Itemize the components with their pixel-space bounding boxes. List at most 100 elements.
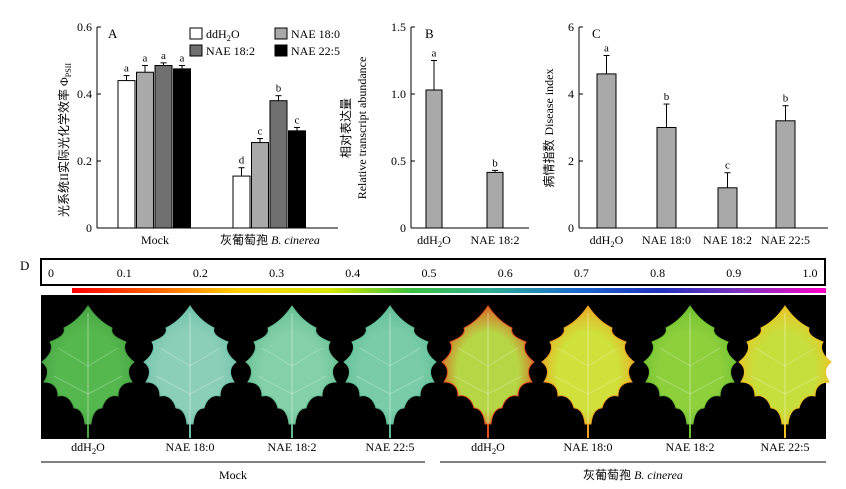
panel-c-x-label: NAE 18:2 <box>703 233 752 247</box>
leaf-vein <box>453 375 489 395</box>
panel-a: A 光系统II实际光化学效率ΦPSII 00.20.40.6 adacabac … <box>56 20 340 247</box>
panel-c-ytick-label: 4 <box>568 87 574 101</box>
leaf-vein <box>159 347 191 367</box>
panel-c-bar <box>656 127 677 229</box>
scale-tick-label: 0.9 <box>726 266 741 280</box>
panel-b-ytick-label: 1.0 <box>391 87 406 101</box>
scale-tick-label: 0.1 <box>117 266 132 280</box>
panel-b-x-label: ddH2O <box>417 233 451 249</box>
leaf-vein <box>389 375 425 395</box>
leaf-vein <box>689 375 725 395</box>
leaf-vein <box>784 347 816 367</box>
legend-label: NAE 18:0 <box>291 27 340 41</box>
leaf-vein <box>389 347 421 367</box>
leaf-image <box>143 305 237 438</box>
panel-a-significance-letter: b <box>276 83 282 95</box>
legend-swatch <box>189 27 203 40</box>
leaf-vein <box>487 347 519 367</box>
scale-tick-label: 0 <box>48 266 54 280</box>
panel-a-significance-letter: a <box>124 63 129 75</box>
panel-a-significance-letter: c <box>258 126 263 138</box>
panel-c-ytick-label: 6 <box>568 20 574 34</box>
panel-b-letter: B <box>425 26 434 41</box>
panel-a-significance-letter: a <box>161 50 166 62</box>
panel-a-ylabel-symbol: ΦPSII <box>57 63 73 86</box>
panel-d: D 0 0.1 0.2 0.3 0.4 0.5 0.6 0.7 0.8 0.9 1.0 <box>20 258 832 482</box>
legend-label: NAE 18:2 <box>206 44 255 58</box>
panel-b-ylabel-cn: 相对表达量 <box>339 98 353 158</box>
panel-b: B 相对表达量 Relative transcript abundance 0 0… <box>339 20 529 249</box>
color-scale-bar <box>72 288 826 293</box>
panel-c-significance-letter: b <box>783 93 789 105</box>
panel-c-x-label: NAE 18:0 <box>642 233 691 247</box>
leaf-image <box>41 305 135 438</box>
leaf-vein <box>87 347 119 367</box>
leaf-vein <box>487 375 523 395</box>
panel-c-significance-letter: b <box>664 91 670 103</box>
panel-c-bar <box>717 187 738 229</box>
leaf-vein <box>155 375 191 395</box>
scale-tick-label: 0.2 <box>193 266 208 280</box>
panel-a-bar <box>251 142 269 229</box>
panel-a-bar <box>288 130 306 229</box>
panel-c-significance-letter: c <box>725 160 730 172</box>
panel-c-letter: C <box>592 26 601 41</box>
panel-c-bar <box>596 73 617 229</box>
leaf-vein <box>659 347 691 367</box>
leaf-label: NAE 18:0 <box>564 440 613 454</box>
legend-label: NAE 22:5 <box>291 44 340 58</box>
leaf-vein <box>53 375 89 395</box>
leaf-image <box>738 305 832 438</box>
leaf-vein <box>457 347 489 367</box>
panel-a-bar <box>154 65 173 229</box>
panel-a-ytick-label: 0.4 <box>77 87 92 101</box>
panel-a-bar <box>136 71 154 229</box>
leaf-vein <box>587 375 623 395</box>
panel-a-ytick-label: 0.2 <box>77 154 92 168</box>
panel-c-x-label: NAE 22:5 <box>761 233 810 247</box>
leaf-image <box>245 305 339 438</box>
leaf-vein <box>189 347 221 367</box>
leaf-vein <box>87 375 123 395</box>
leaf-image <box>343 305 437 438</box>
leaf-vein <box>257 375 293 395</box>
scale-tick-label: 1.0 <box>803 266 818 280</box>
panel-a-legend: ddH2O NAE 18:0 NAE 18:2 NAE 22:5 <box>189 27 340 58</box>
panel-b-x-label: NAE 18:2 <box>471 233 520 247</box>
leaf-label: ddH2O <box>471 440 505 456</box>
panel-b-significance-letter: b <box>492 157 498 169</box>
panel-b-bar <box>486 171 504 229</box>
leaf-image <box>441 305 535 438</box>
leaf-vein <box>261 347 293 367</box>
panel-a-significance-letter: d <box>239 155 245 167</box>
panel-a-letter: A <box>108 26 118 41</box>
scale-frame <box>40 258 826 286</box>
leaf-vein <box>355 375 391 395</box>
panel-a-significance-letter: a <box>143 53 148 65</box>
panel-c-ylabel: 病情指数Disease index <box>541 69 556 188</box>
leaf-label: NAE 18:2 <box>666 440 715 454</box>
leaf-label: NAE 22:5 <box>366 440 415 454</box>
legend-swatch <box>274 44 288 57</box>
scale-tick-label: 0.4 <box>345 266 360 280</box>
panel-b-ytick-label: 0 <box>400 221 406 235</box>
leaf-vein <box>750 375 786 395</box>
scale-tick-label: 0.6 <box>498 266 513 280</box>
legend-swatch <box>189 44 203 57</box>
panel-d-letter: D <box>20 258 29 273</box>
leaf-image <box>643 305 737 438</box>
scale-tick-label: 0.5 <box>422 266 437 280</box>
panel-d-group-cinerea: 灰葡萄孢 B. cinerea <box>583 468 683 482</box>
panel-d-group-mock: Mock <box>219 468 247 482</box>
leaf-vein <box>189 375 225 395</box>
panel-b-ytick-label: 1.5 <box>391 20 406 34</box>
panel-a-group-mock: Mock <box>141 233 169 247</box>
panel-a-ylabel: 光系统II实际光化学效率ΦPSII <box>56 63 73 217</box>
legend-swatch <box>274 27 288 40</box>
panel-c-significance-letter: a <box>604 42 609 54</box>
panel-b-ylabel-en: Relative transcript abundance <box>355 57 369 200</box>
leaf-vein <box>557 347 589 367</box>
scale-tick-label: 0.8 <box>650 266 665 280</box>
legend-label: ddH2O <box>206 27 240 43</box>
